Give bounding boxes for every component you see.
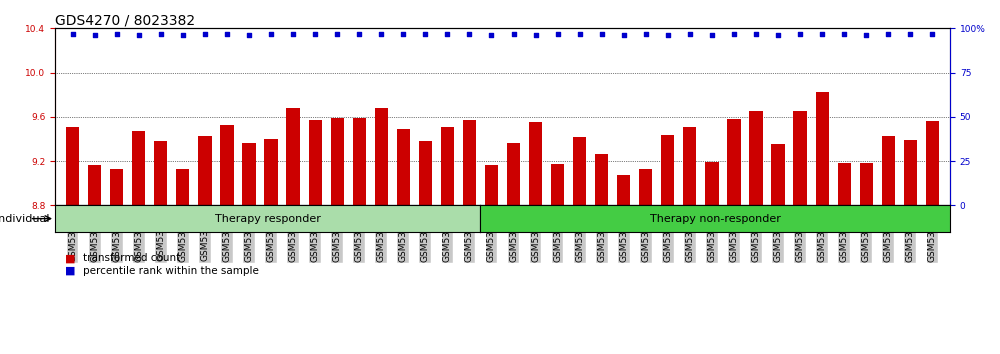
- Point: [792, 31, 808, 36]
- Point: [506, 31, 522, 36]
- Bar: [485, 166, 498, 354]
- Bar: [242, 143, 256, 354]
- Point: [109, 31, 125, 36]
- Point: [836, 31, 852, 36]
- Point: [87, 33, 103, 38]
- Point: [770, 33, 786, 38]
- Point: [263, 31, 279, 36]
- Bar: [882, 136, 895, 354]
- Text: individual: individual: [0, 213, 50, 224]
- Bar: [661, 135, 674, 354]
- Point: [219, 31, 235, 36]
- Point: [439, 31, 455, 36]
- Bar: [88, 166, 101, 354]
- Text: ■: ■: [65, 266, 76, 276]
- Text: GDS4270 / 8023382: GDS4270 / 8023382: [55, 13, 195, 27]
- Bar: [463, 120, 476, 354]
- Bar: [793, 111, 807, 354]
- Bar: [375, 108, 388, 354]
- Bar: [264, 139, 278, 354]
- Point: [572, 31, 588, 36]
- Bar: [727, 119, 741, 354]
- Bar: [441, 127, 454, 354]
- Point: [528, 33, 544, 38]
- Bar: [904, 140, 917, 354]
- Bar: [595, 154, 608, 354]
- Bar: [110, 169, 123, 354]
- Text: Therapy non-responder: Therapy non-responder: [650, 213, 780, 224]
- Point: [153, 31, 169, 36]
- Bar: [397, 129, 410, 354]
- Point: [594, 31, 610, 36]
- Point: [241, 33, 257, 38]
- Bar: [309, 120, 322, 354]
- Bar: [132, 131, 145, 354]
- Point: [726, 31, 742, 36]
- Point: [902, 31, 918, 36]
- Point: [131, 33, 147, 38]
- Bar: [705, 162, 719, 354]
- Bar: [220, 125, 234, 354]
- Bar: [551, 164, 564, 354]
- Point: [175, 33, 191, 38]
- Point: [65, 31, 81, 36]
- Point: [373, 31, 389, 36]
- Bar: [331, 118, 344, 354]
- Point: [395, 31, 411, 36]
- Bar: [286, 108, 300, 354]
- Point: [660, 33, 676, 38]
- Point: [307, 31, 323, 36]
- Point: [483, 33, 499, 38]
- Point: [285, 31, 301, 36]
- Point: [329, 31, 345, 36]
- Point: [550, 31, 566, 36]
- Point: [748, 31, 764, 36]
- Bar: [353, 118, 366, 354]
- Bar: [419, 141, 432, 354]
- Point: [704, 33, 720, 38]
- Point: [417, 31, 433, 36]
- Bar: [507, 143, 520, 354]
- Point: [682, 31, 698, 36]
- Point: [197, 31, 213, 36]
- Text: transformed count: transformed count: [83, 253, 180, 263]
- Bar: [198, 136, 212, 354]
- Point: [924, 31, 940, 36]
- Text: Therapy responder: Therapy responder: [215, 213, 320, 224]
- Bar: [66, 127, 79, 354]
- Point: [880, 31, 896, 36]
- Bar: [639, 169, 652, 354]
- Point: [858, 33, 874, 38]
- Bar: [529, 122, 542, 354]
- Bar: [816, 92, 829, 354]
- Bar: [926, 121, 939, 354]
- Bar: [573, 137, 586, 354]
- Bar: [749, 111, 763, 354]
- Point: [814, 31, 830, 36]
- Point: [616, 33, 632, 38]
- Text: percentile rank within the sample: percentile rank within the sample: [83, 266, 259, 276]
- Bar: [154, 141, 167, 354]
- Bar: [617, 176, 630, 354]
- Bar: [838, 163, 851, 354]
- Point: [638, 31, 654, 36]
- Text: ■: ■: [65, 253, 76, 263]
- Bar: [683, 127, 696, 354]
- Point: [351, 31, 367, 36]
- Bar: [860, 163, 873, 354]
- Point: [461, 31, 477, 36]
- Bar: [176, 169, 189, 354]
- Bar: [771, 144, 785, 354]
